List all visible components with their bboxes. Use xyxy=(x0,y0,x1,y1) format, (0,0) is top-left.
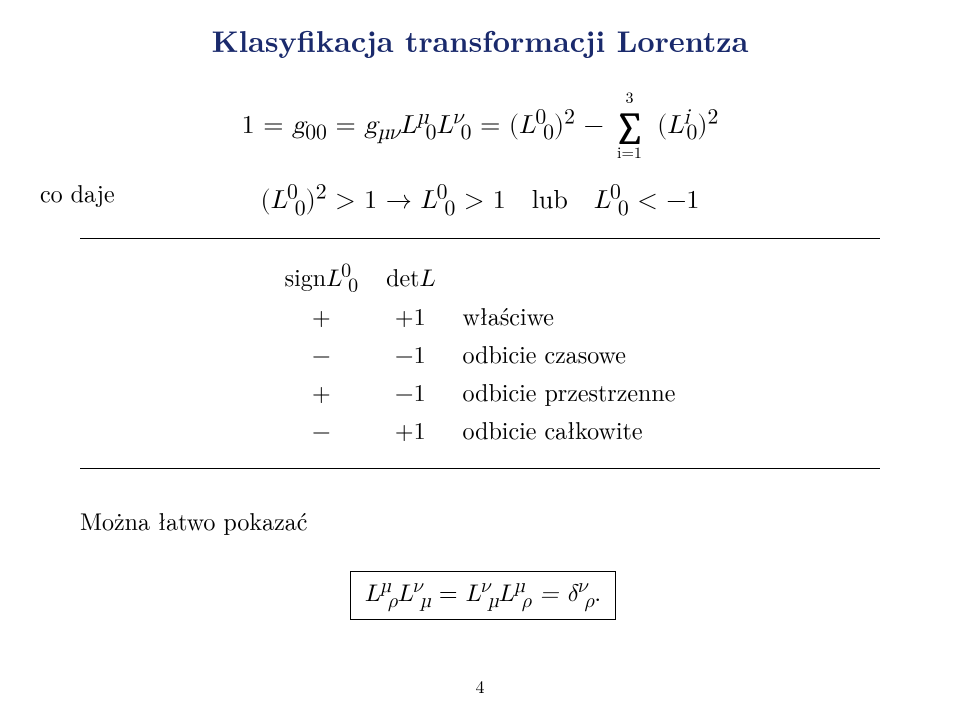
eq1-g00: g xyxy=(292,113,305,139)
eq1-part: 1 = xyxy=(242,113,293,139)
page-number: 4 xyxy=(0,674,960,699)
eq1-L4-sub: 0 xyxy=(687,123,698,144)
eq2-L3: L xyxy=(594,188,610,214)
eq3-eq2: = δ xyxy=(532,582,578,606)
eq1-L3-sub: 0 xyxy=(543,123,554,144)
eq1-minus: − xyxy=(575,113,604,139)
table-head-sign: signL00 xyxy=(271,257,372,296)
classification-table: signL00 detL + +1 właściwe − −1 odbicie … xyxy=(271,257,690,448)
cell: −1 xyxy=(372,372,448,410)
page-title: Klasyfikacja transformacji Lorentza xyxy=(80,18,880,61)
eq1-gmunu-sub: µν xyxy=(377,123,400,144)
cell: właściwe xyxy=(448,296,689,334)
cell: odbicie czasowe xyxy=(448,334,689,372)
cell: − xyxy=(271,334,372,372)
eq3-L3: L xyxy=(466,582,481,606)
boxed-equation-wrap: LµρLνµ = LνµLµρ = δνρ. xyxy=(80,561,880,620)
eq2-sub: 0 xyxy=(295,199,306,220)
table-head-det: detL xyxy=(372,257,448,296)
eq2-lub: lub xyxy=(506,188,594,214)
cell: odbicie przestrzenne xyxy=(448,372,689,410)
cell: odbicie całkowite xyxy=(448,410,689,448)
cell: − xyxy=(271,410,372,448)
side-label: co daje xyxy=(40,175,115,209)
eq2-sq: 2 xyxy=(316,183,327,204)
divider-bottom xyxy=(80,468,880,469)
eq2-sub2: 0 xyxy=(444,199,455,220)
table-row: − −1 odbicie czasowe xyxy=(271,334,690,372)
eq1-sq2: 2 xyxy=(707,107,718,128)
equation-2: (L00)2 > 1 → L00 > 1 lub L00 < −1 xyxy=(80,188,880,214)
eq1-L2-sub: 0 xyxy=(461,123,472,144)
eq2-close: ) xyxy=(306,188,316,214)
eq3-L2sub: µ xyxy=(420,591,431,611)
head-sub: 0 xyxy=(348,269,358,298)
eq1-sq: 2 xyxy=(564,107,575,128)
table-row: − +1 odbicie całkowite xyxy=(271,410,690,448)
eq1-L1: L xyxy=(400,113,416,139)
cell: −1 xyxy=(372,334,448,372)
page: Klasyfikacja transformacji Lorentza co d… xyxy=(0,0,960,713)
eq3-L2: L xyxy=(398,582,413,606)
boxed-equation: LµρLνµ = LνµLµρ = δνρ. xyxy=(350,571,616,620)
cell: +1 xyxy=(372,296,448,334)
cell: + xyxy=(271,372,372,410)
eq3-L3sub: µ xyxy=(488,591,499,611)
table-head-desc xyxy=(448,257,689,296)
eq1-L1-sub: 0 xyxy=(426,123,437,144)
eq1-close: ) xyxy=(554,113,564,139)
proof-label: Można łatwo pokazać xyxy=(80,503,880,537)
eq3-L1sub: ρ xyxy=(388,591,398,611)
eq3-L4sub: ρ xyxy=(522,591,532,611)
table-header-row: signL00 detL xyxy=(271,257,690,296)
eq2-sub3: 0 xyxy=(618,199,629,220)
eq1-close2: ) xyxy=(697,113,707,139)
divider-top xyxy=(80,238,880,239)
sum-symbol: 3 ∑ i=1 xyxy=(613,89,646,162)
eq3-eq: = xyxy=(431,582,466,606)
cell: +1 xyxy=(372,410,448,448)
eq3-dot: . xyxy=(594,582,601,606)
cell: + xyxy=(271,296,372,334)
eq3-L4: L xyxy=(499,582,514,606)
eq2-ltm1: < −1 xyxy=(629,188,700,214)
table-row: + +1 właściwe xyxy=(271,296,690,334)
eq1-L2: L xyxy=(436,113,452,139)
eq2-gt1b: > 1 xyxy=(455,188,506,214)
eq3-L1: L xyxy=(365,582,380,606)
eq3-dsub: ρ xyxy=(585,591,595,611)
table-row: + −1 odbicie przestrzenne xyxy=(271,372,690,410)
equation-1: 1 = g00 = gµνLµ0Lν0 = (L00)2 − 3 ∑ i=1 (… xyxy=(80,89,880,162)
